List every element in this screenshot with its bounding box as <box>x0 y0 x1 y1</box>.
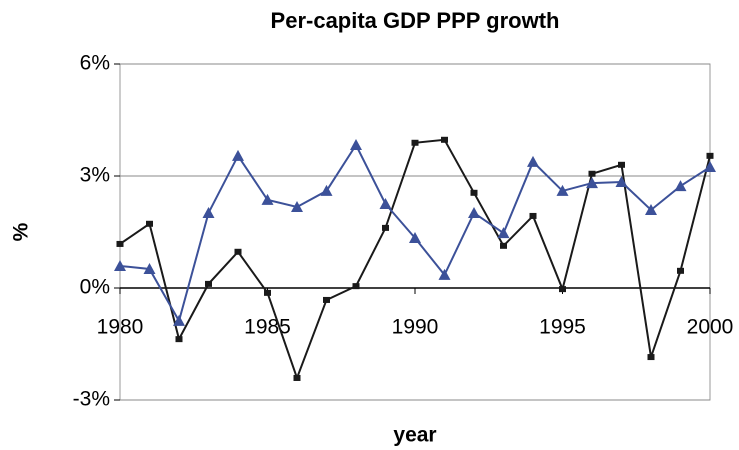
marker <box>647 354 655 361</box>
marker <box>264 289 271 296</box>
y-tick-label: 3% <box>80 164 110 187</box>
marker <box>291 200 303 212</box>
marker <box>261 193 274 205</box>
marker <box>559 286 566 293</box>
x-tick-label: 1980 <box>97 316 144 339</box>
marker <box>411 139 419 146</box>
y-tick-label: 6% <box>80 52 110 75</box>
marker <box>323 296 330 303</box>
x-tick-label: 1995 <box>539 316 586 339</box>
marker <box>468 206 480 218</box>
x-axis-label: year <box>393 424 436 447</box>
marker <box>470 189 478 196</box>
marker <box>175 336 183 343</box>
marker <box>500 242 507 249</box>
marker <box>114 259 126 271</box>
x-tick-label: 2000 <box>687 316 734 339</box>
marker <box>618 161 625 168</box>
marker <box>441 136 448 143</box>
marker <box>706 152 714 159</box>
marker <box>497 227 510 239</box>
marker <box>205 280 212 287</box>
marker <box>350 139 362 151</box>
marker <box>382 224 389 231</box>
y-axis-label: % <box>10 222 33 241</box>
marker <box>529 212 537 219</box>
x-tick-label: 1990 <box>392 316 439 339</box>
marker <box>379 198 392 209</box>
y-tick-label: 0% <box>80 276 110 299</box>
marker <box>438 268 451 280</box>
marker <box>232 149 244 161</box>
marker <box>143 262 156 274</box>
marker <box>704 161 716 173</box>
marker <box>173 314 185 326</box>
marker <box>116 240 124 247</box>
y-tick-label: -3% <box>73 388 110 411</box>
marker <box>588 170 596 177</box>
marker <box>645 203 657 215</box>
marker <box>674 180 687 192</box>
marker <box>409 231 421 243</box>
marker <box>527 155 539 167</box>
marker <box>677 267 684 274</box>
x-tick-label: 1985 <box>244 316 291 339</box>
marker <box>146 220 153 227</box>
marker <box>556 184 569 196</box>
marker <box>234 248 242 255</box>
marker <box>615 175 628 187</box>
marker <box>320 184 333 196</box>
marker <box>293 374 301 381</box>
marker <box>586 177 598 189</box>
marker <box>202 206 215 218</box>
chart-title: Per-capita GDP PPP growth <box>271 8 560 33</box>
marker <box>352 283 360 290</box>
